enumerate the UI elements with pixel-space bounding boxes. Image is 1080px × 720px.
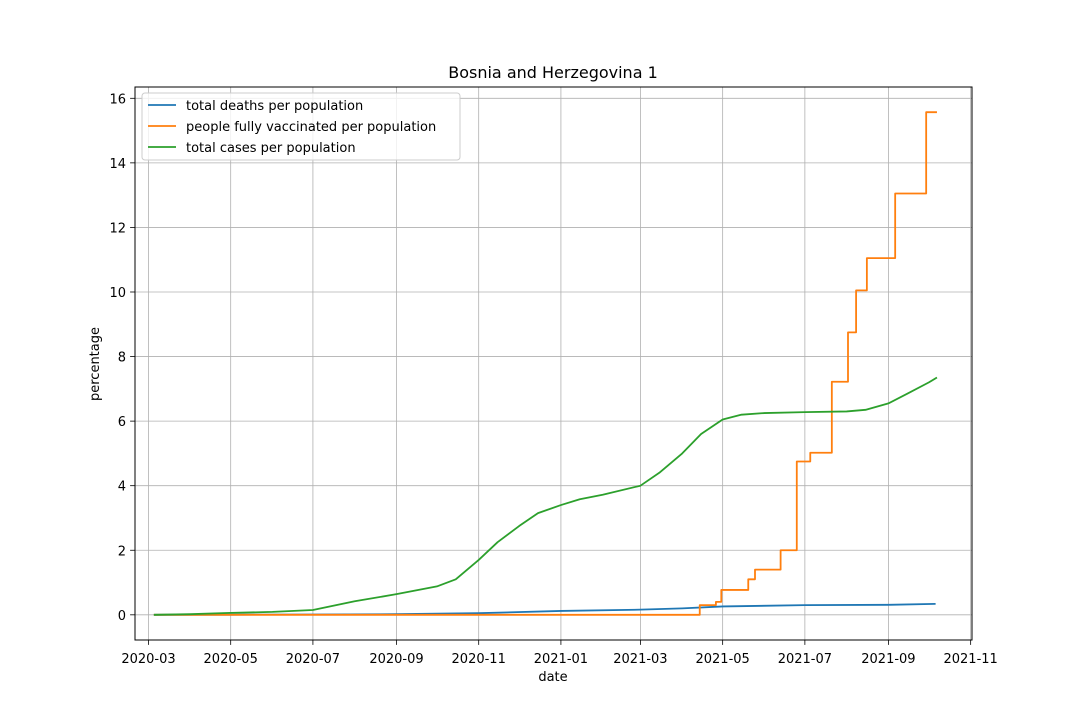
x-tick-label: 2021-01 (534, 652, 588, 667)
x-tick-label: 2021-03 (613, 652, 667, 667)
x-tick-label: 2020-05 (204, 652, 258, 667)
x-axis-label: date (538, 670, 567, 685)
y-tick-label: 2 (118, 544, 126, 559)
legend: total deaths per population people fully … (141, 92, 461, 161)
plot-frame (134, 86, 973, 641)
x-tick-label: 2021-07 (778, 652, 832, 667)
x-tick-label: 2020-07 (286, 652, 340, 667)
x-tick-label: 2021-09 (861, 652, 915, 667)
legend-label-2: total cases per population (186, 141, 356, 156)
plot-area (135, 87, 972, 640)
x-tick-label: 2021-05 (695, 652, 749, 667)
y-tick-label: 4 (118, 480, 126, 495)
y-tick-label: 16 (109, 92, 126, 107)
x-tick-label: 2020-11 (452, 652, 506, 667)
series-lines (153, 111, 938, 616)
y-axis-label: percentage (88, 327, 103, 401)
y-tick-label: 0 (118, 609, 126, 624)
y-tick-label: 10 (109, 286, 126, 301)
y-tick-label: 6 (118, 415, 126, 430)
series-line-2 (153, 376, 938, 616)
grid (135, 87, 972, 640)
x-tick-label: 2020-03 (121, 652, 175, 667)
legend-label-0: total deaths per population (186, 99, 363, 114)
y-tick-label: 14 (109, 157, 126, 172)
legend-label-1: people fully vaccinated per population (186, 120, 436, 135)
chart-title: Bosnia and Herzegovina 1 (448, 63, 658, 82)
x-tick-label: 2020-09 (369, 652, 423, 667)
axis-ticks: 2020-03 2020-05 2020-07 2020-09 2020-11 2021-… (109, 92, 997, 667)
x-tick-label: 2021-11 (943, 652, 997, 667)
y-tick-label: 12 (109, 221, 126, 236)
y-tick-label: 8 (118, 351, 126, 366)
legend-box (141, 92, 461, 161)
series-line-1 (153, 111, 937, 616)
